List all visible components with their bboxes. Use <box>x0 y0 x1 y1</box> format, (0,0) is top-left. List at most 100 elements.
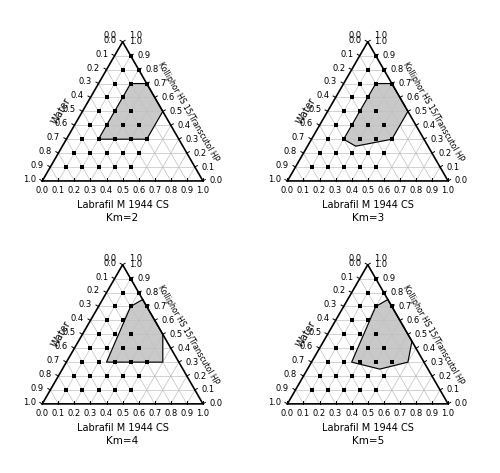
Text: 0.0: 0.0 <box>454 399 468 408</box>
Text: 0.5: 0.5 <box>63 105 76 114</box>
Text: 0.8: 0.8 <box>164 409 177 418</box>
Text: 0.1: 0.1 <box>340 50 353 59</box>
Text: 1.0: 1.0 <box>268 398 281 407</box>
Text: 0.2: 0.2 <box>332 63 345 72</box>
Text: 0.8: 0.8 <box>164 186 177 195</box>
Text: 0.1: 0.1 <box>52 186 65 195</box>
Text: 0.4: 0.4 <box>177 121 190 130</box>
Text: Labrafil M 1944 CS: Labrafil M 1944 CS <box>322 423 414 433</box>
Text: 0.6: 0.6 <box>161 93 174 102</box>
Text: Water: Water <box>295 319 318 350</box>
Text: 0.1: 0.1 <box>297 409 310 418</box>
Text: 0.0: 0.0 <box>210 176 222 185</box>
Text: 0.9: 0.9 <box>180 186 194 195</box>
Text: 0.8: 0.8 <box>38 147 52 156</box>
Text: 1.0: 1.0 <box>374 260 388 269</box>
Text: 0.6: 0.6 <box>406 316 420 325</box>
Text: 0.1: 0.1 <box>52 409 65 418</box>
Text: 0.8: 0.8 <box>284 370 297 379</box>
Text: 1.0: 1.0 <box>374 37 388 46</box>
Text: 1.0: 1.0 <box>442 186 454 195</box>
Text: 0.2: 0.2 <box>194 149 206 158</box>
Text: 0.0: 0.0 <box>281 186 294 195</box>
Text: 0.3: 0.3 <box>430 135 444 144</box>
Text: 0.1: 0.1 <box>202 385 214 394</box>
Text: 0.4: 0.4 <box>71 91 84 100</box>
Text: 0.8: 0.8 <box>390 65 404 74</box>
Text: 0.9: 0.9 <box>276 384 289 393</box>
Text: 0.8: 0.8 <box>390 288 404 297</box>
Text: 0.7: 0.7 <box>292 356 305 365</box>
Text: 0.8: 0.8 <box>284 147 297 156</box>
Text: 0.3: 0.3 <box>324 78 337 87</box>
Text: Kolliphor HS 15/Transcutol HP: Kolliphor HS 15/Transcutol HP <box>402 60 466 163</box>
Text: 0.4: 0.4 <box>316 91 329 100</box>
Text: 0.5: 0.5 <box>361 186 374 195</box>
Text: 0.1: 0.1 <box>446 385 460 394</box>
Text: 0.2: 0.2 <box>313 409 326 418</box>
Text: 1.0: 1.0 <box>374 254 388 263</box>
Text: Water: Water <box>295 96 318 126</box>
Polygon shape <box>106 299 163 362</box>
Text: 0.8: 0.8 <box>145 288 158 297</box>
Text: Kolliphor HS 15/Transcutol HP: Kolliphor HS 15/Transcutol HP <box>402 283 466 385</box>
Polygon shape <box>352 299 412 369</box>
Text: Water: Water <box>50 96 73 126</box>
Text: 0.3: 0.3 <box>324 300 337 309</box>
Text: 0.0: 0.0 <box>36 186 49 195</box>
Text: Kolliphor HS 15/Transcutol HP: Kolliphor HS 15/Transcutol HP <box>156 283 220 385</box>
Text: 0.1: 0.1 <box>446 163 460 172</box>
Text: 0.4: 0.4 <box>316 314 329 323</box>
Text: Water: Water <box>50 319 73 350</box>
Text: 0.9: 0.9 <box>382 274 396 283</box>
Text: 0.4: 0.4 <box>71 314 84 323</box>
Text: 0.0: 0.0 <box>348 254 362 263</box>
Text: 0.0: 0.0 <box>210 399 222 408</box>
Text: 0.0: 0.0 <box>103 31 116 40</box>
Text: Labrafil M 1944 CS: Labrafil M 1944 CS <box>76 423 168 433</box>
Text: 0.7: 0.7 <box>292 133 305 142</box>
Text: 0.4: 0.4 <box>100 409 113 418</box>
Text: 0.7: 0.7 <box>398 302 411 311</box>
Text: Km=5: Km=5 <box>352 436 384 446</box>
Text: 0.3: 0.3 <box>186 135 198 144</box>
Text: 0.6: 0.6 <box>132 186 145 195</box>
Text: 0.2: 0.2 <box>438 149 452 158</box>
Text: 0.7: 0.7 <box>46 356 60 365</box>
Text: 0.3: 0.3 <box>84 409 97 418</box>
Text: 0.1: 0.1 <box>202 163 214 172</box>
Text: 1.0: 1.0 <box>22 398 36 407</box>
Text: 0.9: 0.9 <box>137 274 150 283</box>
Polygon shape <box>98 84 163 139</box>
Text: 0.0: 0.0 <box>348 259 362 268</box>
Text: 1.0: 1.0 <box>129 254 142 263</box>
Text: 0.7: 0.7 <box>394 409 406 418</box>
Text: Km=4: Km=4 <box>106 436 138 446</box>
Text: 0.9: 0.9 <box>276 161 289 170</box>
Text: 0.1: 0.1 <box>297 186 310 195</box>
Text: 0.9: 0.9 <box>426 409 438 418</box>
Text: 0.8: 0.8 <box>410 409 422 418</box>
Text: 0.6: 0.6 <box>300 342 313 351</box>
Text: 0.7: 0.7 <box>398 79 411 88</box>
Text: 0.5: 0.5 <box>361 409 374 418</box>
Text: 0.2: 0.2 <box>194 372 206 381</box>
Text: 0.0: 0.0 <box>281 409 294 418</box>
Text: 0.5: 0.5 <box>414 107 428 116</box>
Text: 0.6: 0.6 <box>54 342 68 351</box>
Text: Km=2: Km=2 <box>106 213 138 223</box>
Text: 0.5: 0.5 <box>63 328 76 337</box>
Text: 0.7: 0.7 <box>148 409 162 418</box>
Text: 0.3: 0.3 <box>79 300 92 309</box>
Text: 1.0: 1.0 <box>22 175 36 184</box>
Text: 0.2: 0.2 <box>68 409 81 418</box>
Text: 0.8: 0.8 <box>410 186 422 195</box>
Text: 1.0: 1.0 <box>442 409 454 418</box>
Text: 0.5: 0.5 <box>116 186 129 195</box>
Text: 0.4: 0.4 <box>422 344 436 353</box>
Text: 0.6: 0.6 <box>377 409 390 418</box>
Text: 1.0: 1.0 <box>196 186 209 195</box>
Text: 0.0: 0.0 <box>103 35 116 45</box>
Text: 0.5: 0.5 <box>169 107 182 116</box>
Text: 0.4: 0.4 <box>177 344 190 353</box>
